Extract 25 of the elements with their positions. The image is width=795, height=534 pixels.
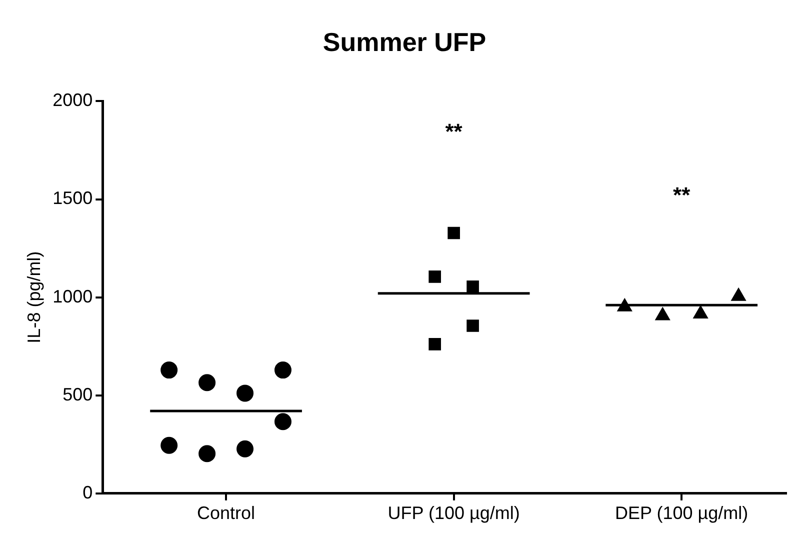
chart-title: Summer UFP — [322, 26, 486, 57]
point — [448, 226, 460, 240]
point — [198, 445, 216, 462]
point — [236, 384, 254, 402]
y-axis-title: IL-8 (pg/ml) — [24, 251, 44, 344]
x-tick-label: UFP (100 µg/ml) — [388, 503, 520, 524]
annotation: ** — [445, 119, 463, 144]
point — [466, 280, 479, 293]
point — [160, 436, 178, 454]
point — [466, 320, 479, 332]
point — [160, 362, 178, 379]
point — [236, 440, 254, 458]
x-tick-label: Control — [197, 503, 256, 524]
point — [428, 270, 441, 283]
y-tick-label: 2000 — [52, 90, 93, 110]
y-tick-label: 500 — [62, 384, 93, 404]
x-tick-label: DEP (100 µg/ml) — [615, 503, 748, 524]
point — [274, 413, 292, 430]
point — [274, 362, 292, 379]
point — [428, 338, 441, 350]
point — [198, 374, 216, 392]
annotation: ** — [673, 182, 691, 208]
y-tick-label: 1000 — [52, 286, 93, 306]
y-tick-label: 1500 — [52, 188, 93, 208]
y-tick-label: 0 — [82, 482, 93, 502]
